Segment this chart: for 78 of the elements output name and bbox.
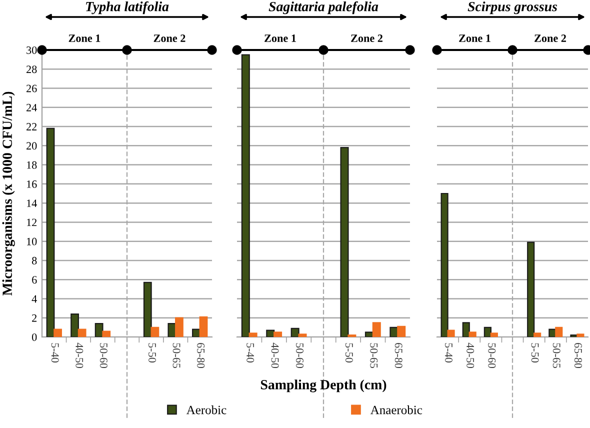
chart-title: Sagittaria palefolia [268, 1, 378, 14]
y-tick-label: 20 [26, 142, 37, 150]
bar [54, 328, 62, 337]
y-tick-label: 0 [32, 333, 37, 341]
x-tick-label: 40-50 [76, 342, 84, 368]
y-tick-label: 18 [27, 161, 37, 169]
y-tick-label: 22 [26, 123, 37, 130]
bar [372, 322, 381, 337]
y-tick-label: 10 [27, 238, 37, 246]
bar [364, 332, 374, 337]
bar [248, 332, 258, 337]
text: Zone 1 [68, 34, 100, 42]
y-tick-label: 26 [26, 84, 37, 92]
x-tick-label: 5-40 [51, 343, 59, 362]
bar [150, 326, 160, 337]
bar [555, 326, 563, 337]
bar [468, 332, 476, 337]
bar [397, 326, 406, 337]
bar [143, 282, 152, 337]
bar [490, 332, 498, 337]
y-tick-label: 30 [26, 46, 37, 54]
bar [440, 192, 448, 337]
bar [46, 128, 55, 337]
x-tick-label: 50-65 [552, 343, 560, 368]
y-tick-label: 28 [26, 66, 37, 74]
x-tick-label: 65-80 [197, 343, 205, 368]
x-axis-title: Sampling Depth (cm) [260, 380, 386, 392]
bar [168, 323, 176, 337]
y-tick-label: 6 [32, 276, 37, 284]
x-tick-label: 5-50 [345, 343, 353, 362]
text: Zone 1 [264, 34, 296, 42]
y-tick-label: 14 [27, 200, 37, 207]
bar [462, 322, 470, 337]
y-tick-label: 24 [26, 104, 37, 112]
x-tick-label: 5-40 [445, 343, 453, 362]
y-tick-label: 2 [32, 314, 37, 322]
bar [447, 330, 455, 337]
text: Zone 2 [154, 34, 186, 42]
bar [340, 147, 349, 337]
bar [298, 334, 307, 337]
x-tick-label: 65-80 [394, 343, 402, 368]
bar [199, 316, 208, 337]
legend-label: Aerobic [186, 405, 226, 414]
x-tick-label: 40-50 [271, 342, 279, 368]
chart-title: Scirpus grossus [468, 2, 558, 14]
y-tick-label: 4 [32, 295, 37, 303]
y-tick-label: 12 [27, 218, 37, 226]
bar [527, 242, 535, 337]
bar [266, 330, 275, 337]
x-tick-label: 50-65 [370, 343, 378, 368]
y-tick-label: 16 [27, 180, 37, 188]
bar [576, 334, 584, 337]
bar [94, 323, 104, 337]
text: Zone 1 [459, 34, 490, 42]
x-tick-label: 40-50 [466, 342, 474, 368]
y-tick-label: 8 [32, 256, 37, 264]
text: Zone 2 [351, 34, 382, 42]
bar [534, 332, 542, 337]
x-tick-label: 65-80 [574, 343, 582, 368]
bar [290, 328, 300, 337]
bar [241, 54, 250, 337]
bar [102, 330, 111, 337]
x-tick-label: 5-50 [148, 343, 156, 362]
x-tick-label: 50-60 [296, 343, 304, 368]
x-tick-label: 50-60 [488, 343, 496, 368]
legend-label: Anaerobic [370, 405, 422, 414]
chart-title: Typha latifolia [86, 1, 169, 14]
x-tick-label: 5-40 [246, 343, 254, 362]
y-axis-title: Microorganisms (x 1000 CFU/mL) [2, 92, 15, 296]
x-tick-label: 5-50 [531, 343, 539, 362]
bar [484, 326, 492, 337]
text: Zone 2 [534, 34, 566, 42]
x-tick-label: 50-60 [100, 343, 108, 368]
bar [70, 313, 79, 337]
bar [274, 332, 282, 337]
bar [175, 317, 184, 337]
bar [78, 328, 86, 337]
x-tick-label: 50-65 [172, 343, 180, 368]
